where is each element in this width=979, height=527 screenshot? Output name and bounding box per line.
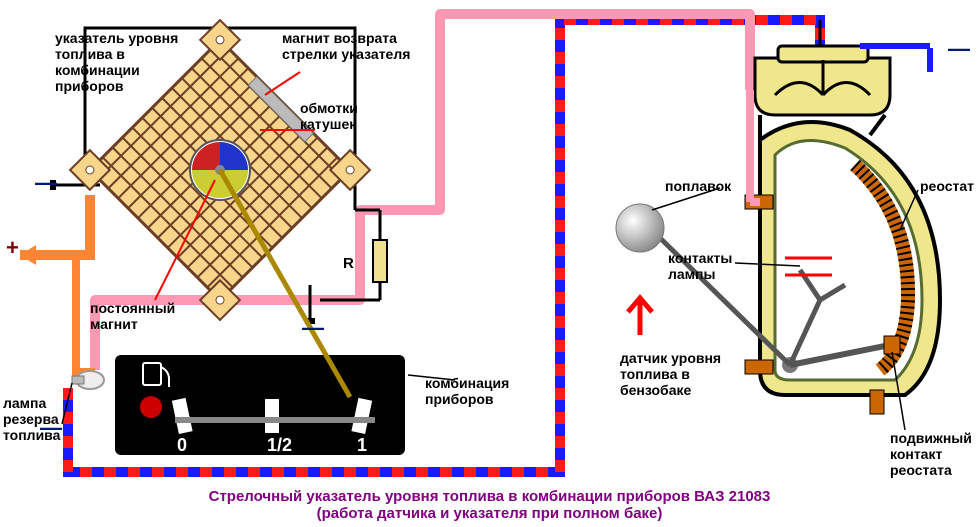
svg-text:1: 1 xyxy=(357,435,367,455)
label-sensor: датчик уровня топлива в бензобаке xyxy=(620,350,721,398)
label-float: поплавок xyxy=(665,178,731,194)
label-lamp-contacts: контакты лампы xyxy=(668,250,732,282)
label-moving-contact: подвижный контакт реостата xyxy=(890,430,972,478)
label-cluster: комбинация приборов xyxy=(425,375,509,407)
minus-3: — xyxy=(40,415,62,440)
label-gauge-in-cluster: указатель уровня топлива в комбинации пр… xyxy=(55,30,178,94)
minus-2: — xyxy=(302,315,324,340)
label-permanent-magnet: постоянный магнит xyxy=(90,300,175,332)
svg-text:0: 0 xyxy=(177,435,187,455)
diagram-title: Стрелочный указатель уровня топлива в ко… xyxy=(0,488,979,522)
minus-1: — xyxy=(35,170,57,195)
svg-text:1/2: 1/2 xyxy=(267,435,292,455)
plus-symbol: + xyxy=(6,235,19,260)
label-resistor: R xyxy=(343,255,354,272)
label-return-magnet: магнит возврата стрелки указателя xyxy=(282,30,410,62)
minus-4: — xyxy=(948,36,970,61)
label-rheostat: реостат xyxy=(920,178,974,194)
label-coils: обмотки катушек xyxy=(300,100,358,132)
